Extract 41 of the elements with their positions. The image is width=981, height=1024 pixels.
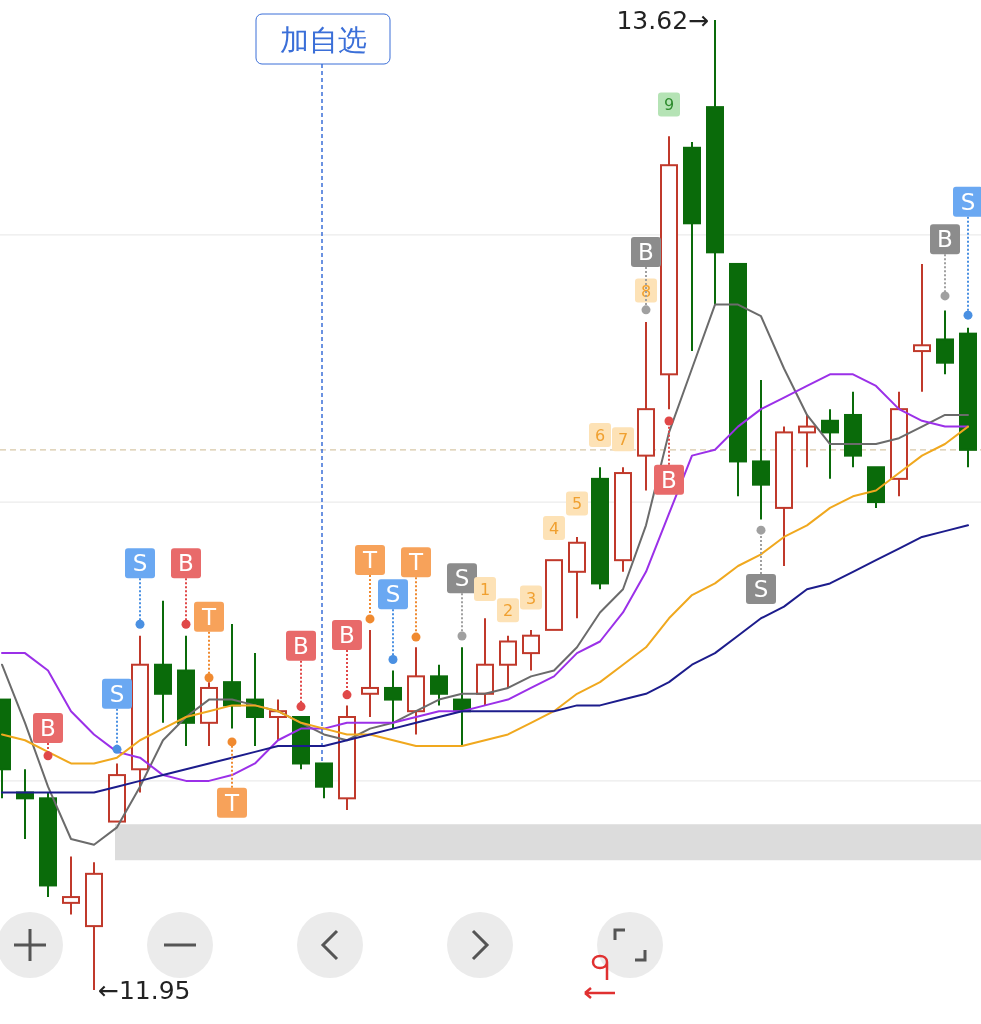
candlestick bbox=[361, 628, 379, 719]
annotation: 13.62→ bbox=[616, 5, 709, 35]
annotation: T bbox=[223, 789, 240, 816]
annotation: B bbox=[339, 621, 355, 648]
annotation: S bbox=[109, 680, 125, 707]
annotation: B bbox=[661, 466, 677, 493]
annotation: 8 bbox=[640, 281, 652, 301]
annotation: 3 bbox=[525, 588, 537, 608]
annotation: B bbox=[40, 714, 56, 741]
annotation: S bbox=[454, 565, 470, 592]
annotation: T bbox=[361, 547, 378, 574]
annotation: B bbox=[937, 226, 953, 253]
candlestick bbox=[430, 663, 448, 707]
candlestick bbox=[62, 855, 80, 916]
candlestick bbox=[522, 628, 540, 672]
candlestick bbox=[798, 413, 816, 469]
annotation: 7 bbox=[617, 430, 629, 450]
annotation: S bbox=[132, 550, 148, 577]
annotation: 2 bbox=[502, 601, 514, 621]
candlestick bbox=[936, 309, 954, 376]
candlestick bbox=[384, 669, 402, 730]
annotation: T bbox=[200, 603, 217, 630]
annotation: S bbox=[960, 188, 976, 215]
annotation: S bbox=[753, 575, 769, 602]
annotation: 6 bbox=[594, 425, 606, 445]
annotation: B bbox=[178, 550, 194, 577]
annotation: B bbox=[638, 239, 654, 266]
annotation: 9 bbox=[663, 95, 675, 115]
annotation: 加自选 bbox=[279, 23, 367, 57]
candlestick bbox=[499, 634, 517, 689]
annotation: 1 bbox=[479, 579, 491, 599]
annotation: 4 bbox=[548, 518, 560, 538]
annotation: 5 bbox=[571, 494, 583, 514]
candlestick bbox=[821, 408, 839, 480]
annotation: B bbox=[293, 632, 309, 659]
annotation: ←11.95 bbox=[98, 975, 191, 1005]
annotation: S bbox=[385, 581, 401, 608]
candlestick bbox=[315, 762, 333, 800]
candlestick bbox=[752, 379, 770, 521]
candlestick bbox=[913, 262, 931, 393]
annotation: T bbox=[407, 549, 424, 576]
